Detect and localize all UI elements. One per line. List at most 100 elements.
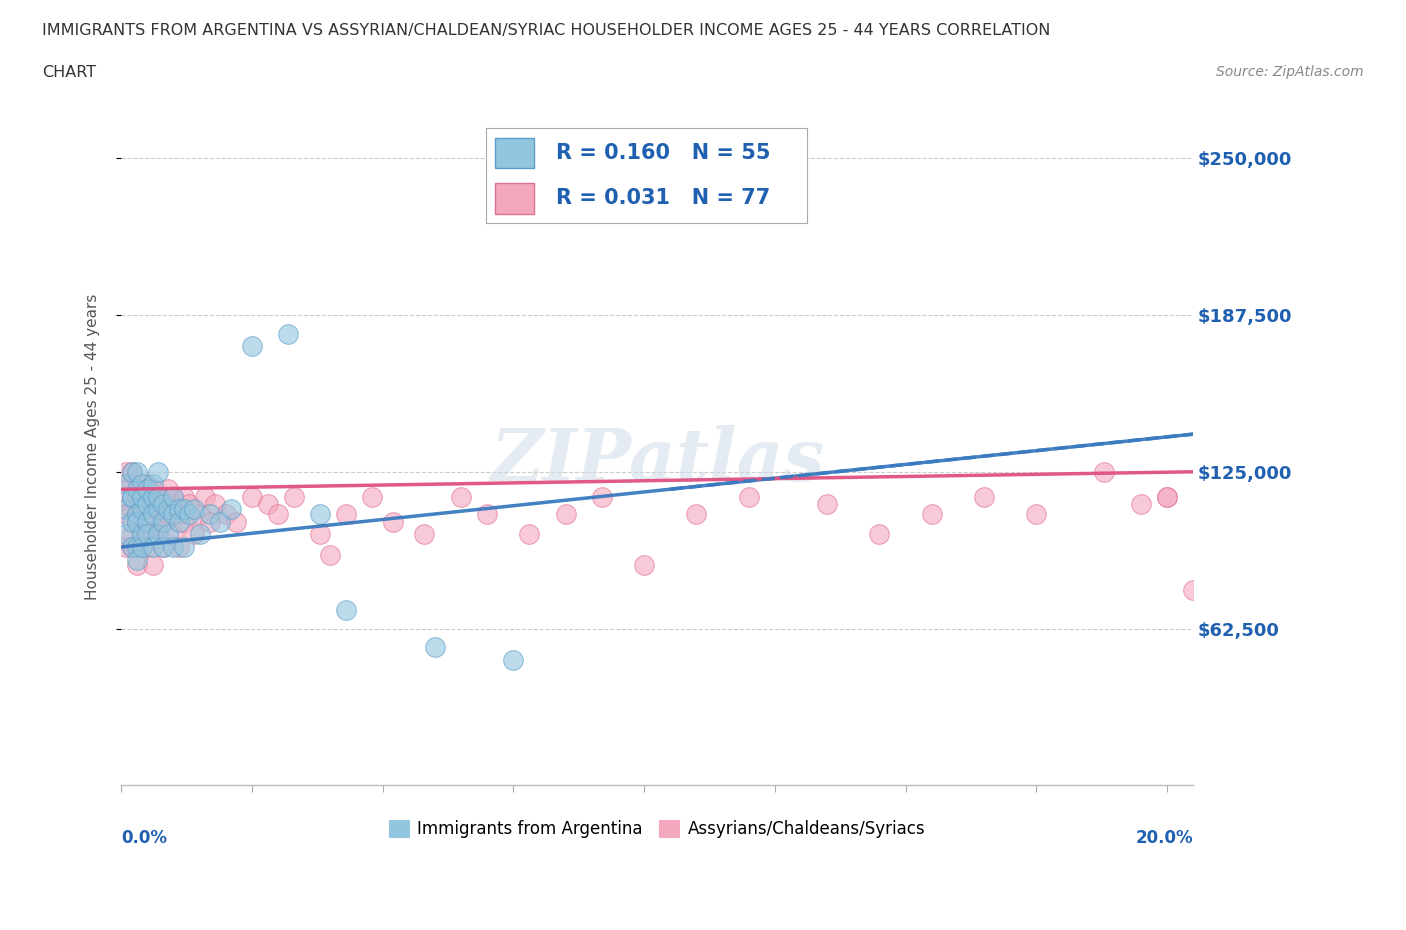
Point <box>121 489 143 504</box>
Point <box>382 514 405 529</box>
Point <box>815 497 838 512</box>
Point <box>121 539 143 554</box>
Point <box>141 539 163 554</box>
Point <box>121 539 143 554</box>
Text: IMMIGRANTS FROM ARGENTINA VS ASSYRIAN/CHALDEAN/SYRIAC HOUSEHOLDER INCOME AGES 25: IMMIGRANTS FROM ARGENTINA VS ASSYRIAN/CH… <box>42 23 1050 38</box>
Point <box>591 489 613 504</box>
Point <box>225 514 247 529</box>
Point <box>1092 464 1115 479</box>
Point <box>633 557 655 572</box>
Point <box>115 489 138 504</box>
Point <box>121 489 143 504</box>
Point <box>240 489 263 504</box>
Point <box>973 489 995 504</box>
Point <box>141 482 163 497</box>
Point <box>131 489 153 504</box>
Point <box>131 497 153 512</box>
Point <box>685 507 707 522</box>
Point <box>162 497 184 512</box>
Point <box>1182 582 1205 597</box>
Point <box>413 527 436 542</box>
Point <box>141 527 163 542</box>
Point <box>308 507 330 522</box>
Point <box>162 489 184 504</box>
Point <box>162 527 184 542</box>
Point <box>477 507 499 522</box>
Point <box>131 539 153 554</box>
Point <box>146 502 169 517</box>
Point <box>157 502 180 517</box>
Point <box>162 539 184 554</box>
Point <box>121 527 143 542</box>
Point <box>167 539 190 554</box>
Point <box>183 502 205 517</box>
Point <box>125 514 148 529</box>
Point <box>423 640 446 655</box>
Point <box>115 539 138 554</box>
Point <box>335 603 357 618</box>
Point <box>146 527 169 542</box>
Point <box>125 539 148 554</box>
Point <box>283 489 305 504</box>
Point <box>219 502 242 517</box>
Point <box>450 489 472 504</box>
Point <box>115 527 138 542</box>
Point <box>173 502 195 517</box>
Point <box>157 507 180 522</box>
Point <box>125 507 148 522</box>
Text: 0.0%: 0.0% <box>121 830 167 847</box>
Point <box>141 557 163 572</box>
Point <box>125 482 148 497</box>
Point <box>121 464 143 479</box>
Point <box>198 507 221 522</box>
Point <box>131 477 153 492</box>
Point <box>319 547 342 562</box>
Point <box>121 477 143 492</box>
Point <box>1156 489 1178 504</box>
Point <box>204 497 226 512</box>
Point <box>152 497 174 512</box>
Point <box>125 482 148 497</box>
Point <box>146 489 169 504</box>
Point <box>921 507 943 522</box>
Point <box>152 514 174 529</box>
Point <box>136 539 159 554</box>
Point <box>517 527 540 542</box>
Point <box>146 527 169 542</box>
Point <box>173 539 195 554</box>
Point <box>361 489 384 504</box>
Point <box>173 489 195 504</box>
Point <box>152 497 174 512</box>
Point <box>131 539 153 554</box>
Point <box>1156 489 1178 504</box>
Point <box>125 464 148 479</box>
Point <box>115 502 138 517</box>
Point <box>125 557 148 572</box>
Legend: Immigrants from Argentina, Assyrians/Chaldeans/Syriacs: Immigrants from Argentina, Assyrians/Cha… <box>382 813 932 844</box>
Point <box>868 527 890 542</box>
Point <box>131 489 153 504</box>
Point <box>267 507 290 522</box>
Point <box>1025 507 1047 522</box>
Point <box>209 514 232 529</box>
Point <box>502 653 524 668</box>
Point <box>179 507 201 522</box>
Point <box>136 527 159 542</box>
Point <box>240 339 263 353</box>
Point <box>738 489 761 504</box>
Point <box>141 497 163 512</box>
Point <box>277 326 299 341</box>
Point <box>152 539 174 554</box>
Point <box>198 514 221 529</box>
Point <box>173 514 195 529</box>
Point <box>121 514 143 529</box>
Point <box>157 527 180 542</box>
Point <box>136 477 159 492</box>
Point <box>167 507 190 522</box>
Point <box>1129 497 1152 512</box>
Point <box>188 527 211 542</box>
Point <box>141 507 163 522</box>
Point <box>121 502 143 517</box>
Point <box>146 489 169 504</box>
Point <box>256 497 278 512</box>
